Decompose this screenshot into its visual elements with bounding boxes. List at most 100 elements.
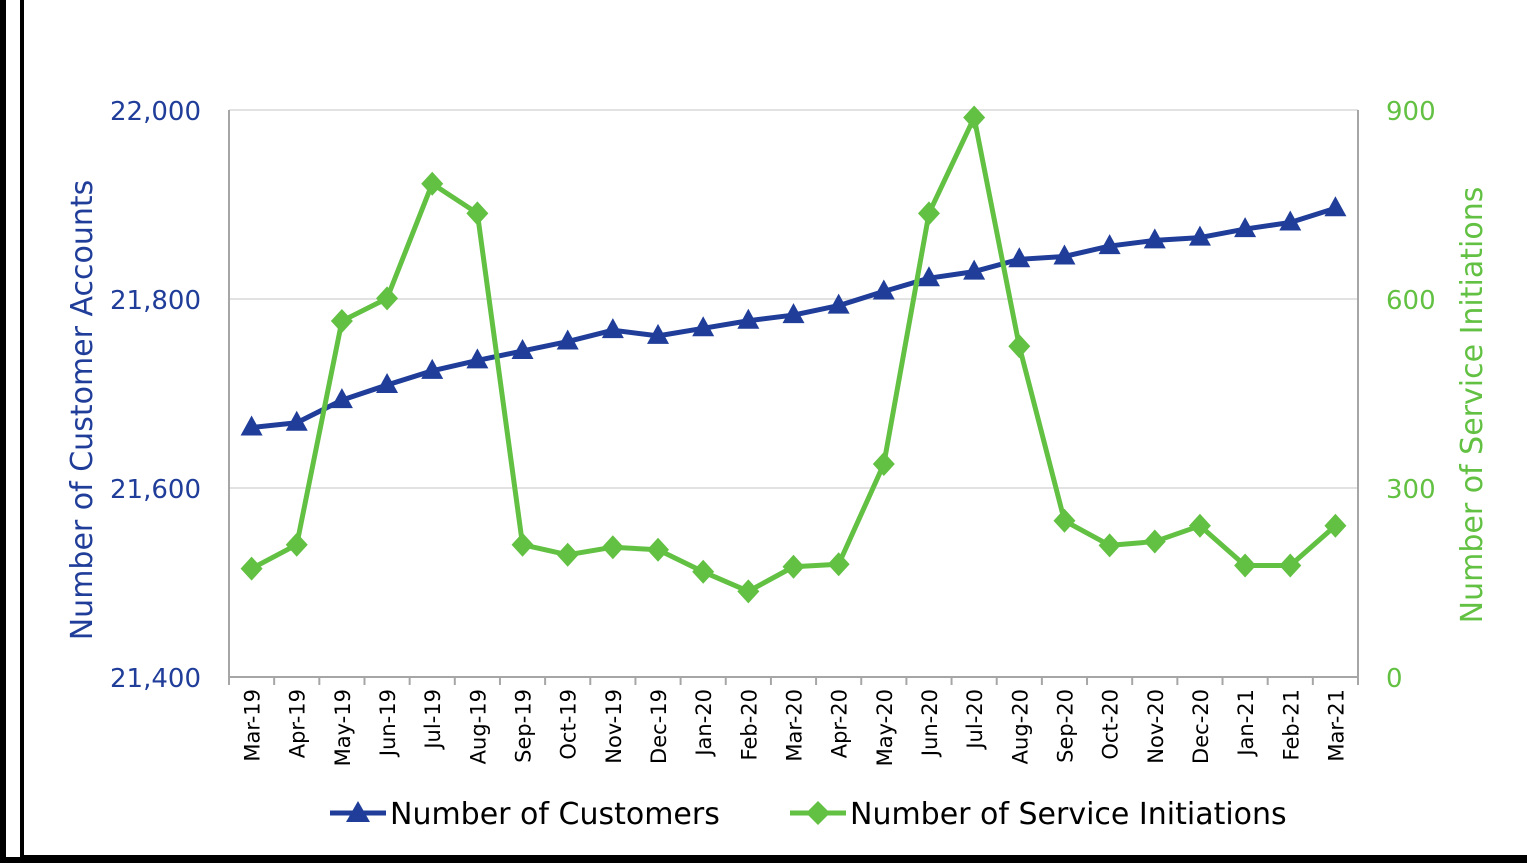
x-tick-label: Jun-20: [918, 689, 942, 758]
right-y-tick-label: 300: [1386, 475, 1436, 505]
customers-point: [1143, 228, 1166, 249]
x-tick-labels: Mar-19 Apr-19 May-19 Jun-19 Jul-19 Aug-19 Sep-…: [241, 689, 1349, 766]
x-tick-label: Apr-19: [286, 689, 310, 758]
initiations-point: [1324, 513, 1347, 538]
left-y-axis-label: Number of Customer Accounts: [65, 180, 100, 641]
customers-point: [737, 308, 760, 329]
customers-point: [647, 323, 670, 344]
customers-point: [556, 329, 579, 350]
x-tick-label: Mar-21: [1324, 689, 1348, 762]
x-tick-label: Aug-19: [466, 689, 490, 764]
right-y-tick-label: 600: [1386, 286, 1436, 316]
x-tick-label: Sep-20: [1053, 689, 1077, 763]
initiations-point: [647, 537, 670, 562]
right-y-tick-label: 900: [1386, 97, 1436, 127]
customers-point: [1098, 234, 1121, 255]
frame-border-bottom: [20, 855, 1527, 863]
x-tick-label: Dec-19: [647, 689, 671, 764]
x-tick-label: Aug-20: [1008, 689, 1032, 764]
initiations-point: [285, 532, 308, 557]
right-y-tick-labels: 0 300 600 900: [1386, 97, 1436, 694]
initiations-point: [917, 201, 940, 226]
x-tick-label: Feb-21: [1279, 689, 1303, 760]
customers-point: [1188, 225, 1211, 246]
x-tick-label: May-20: [873, 689, 897, 766]
initiations-point: [872, 452, 895, 477]
legend-diamond-marker: [806, 801, 830, 825]
left-y-tick-label: 21,400: [110, 664, 201, 694]
customers-point: [1053, 244, 1076, 265]
legend-item-customers: Number of Customers: [330, 797, 720, 832]
x-tick-label: Mar-19: [241, 689, 265, 762]
x-tick-label: Nov-19: [602, 689, 626, 764]
initiations-point: [737, 579, 760, 604]
x-tick-label: Jun-19: [376, 689, 400, 758]
series-group: [240, 105, 1347, 604]
customers-point: [376, 372, 399, 393]
left-y-tick-label: 21,800: [110, 286, 201, 316]
gridlines: [229, 109, 1358, 489]
customers-point: [872, 279, 895, 300]
customers-point: [240, 415, 263, 436]
initiations-point: [556, 542, 579, 567]
left-y-tick-label: 22,000: [110, 97, 201, 127]
initiations-point: [601, 535, 624, 560]
x-tick-label: Apr-20: [828, 689, 852, 758]
customers-point: [1324, 196, 1347, 217]
initiations-point: [240, 556, 263, 581]
initiations-point: [1234, 553, 1257, 578]
initiations-point: [466, 201, 489, 226]
initiations-point: [376, 286, 399, 311]
initiations-point: [1053, 508, 1076, 533]
customers-point: [285, 410, 308, 431]
customers-point: [330, 388, 353, 409]
initiations-point: [963, 105, 986, 130]
initiations-point: [1008, 334, 1031, 359]
customers-point: [1279, 210, 1302, 231]
left-y-tick-labels: 21,400 21,600 21,800 22,000: [110, 97, 201, 694]
x-tick-label: Jan-20: [692, 689, 716, 758]
initiations-point: [692, 559, 715, 584]
initiations-point: [1143, 529, 1166, 554]
customers-point: [421, 358, 444, 379]
customers-point: [782, 303, 805, 324]
customers-point: [1008, 247, 1031, 268]
x-tick-label: May-19: [331, 689, 355, 766]
initiations-point: [511, 532, 534, 557]
x-tick-label: Sep-19: [512, 689, 536, 763]
customers-point: [601, 318, 624, 339]
right-y-tick-label: 0: [1386, 664, 1403, 694]
initiations-point: [1098, 533, 1121, 558]
x-tick-label: Mar-20: [783, 689, 807, 762]
x-tick-label: Oct-20: [1099, 689, 1123, 760]
customers-point: [917, 266, 940, 287]
axes: [228, 110, 1359, 685]
customers-point: [692, 316, 715, 337]
initiations-point: [782, 554, 805, 579]
initiations-point: [421, 171, 444, 196]
initiations-point: [1188, 513, 1211, 538]
customers-point: [827, 293, 850, 314]
customers-point: [511, 338, 534, 359]
initiations-point: [1279, 553, 1302, 578]
x-tick-label: Jul-20: [963, 689, 987, 751]
initiations-point: [330, 309, 353, 334]
customers-point: [1234, 217, 1257, 238]
customers-point: [963, 259, 986, 280]
legend-triangle-marker: [346, 801, 370, 822]
series-line-initiations: [250, 115, 1338, 594]
right-y-axis-label: Number of Service Initiations: [1455, 187, 1490, 624]
legend: Number of Customers Number of Service In…: [330, 797, 1287, 832]
x-tick-label: Oct-19: [557, 689, 581, 760]
frame-border-left: [20, 0, 24, 863]
x-tick-label: Nov-20: [1144, 689, 1168, 764]
legend-label-initiations: Number of Service Initiations: [850, 797, 1287, 832]
legend-item-initiations: Number of Service Initiations: [790, 797, 1287, 832]
x-tick-label: Jan-21: [1234, 689, 1258, 758]
legend-label-customers: Number of Customers: [390, 797, 720, 832]
customers-point: [466, 348, 489, 369]
initiations-point: [827, 552, 850, 577]
x-tick-label: Feb-20: [737, 689, 761, 760]
x-tick-label: Dec-20: [1189, 689, 1213, 764]
